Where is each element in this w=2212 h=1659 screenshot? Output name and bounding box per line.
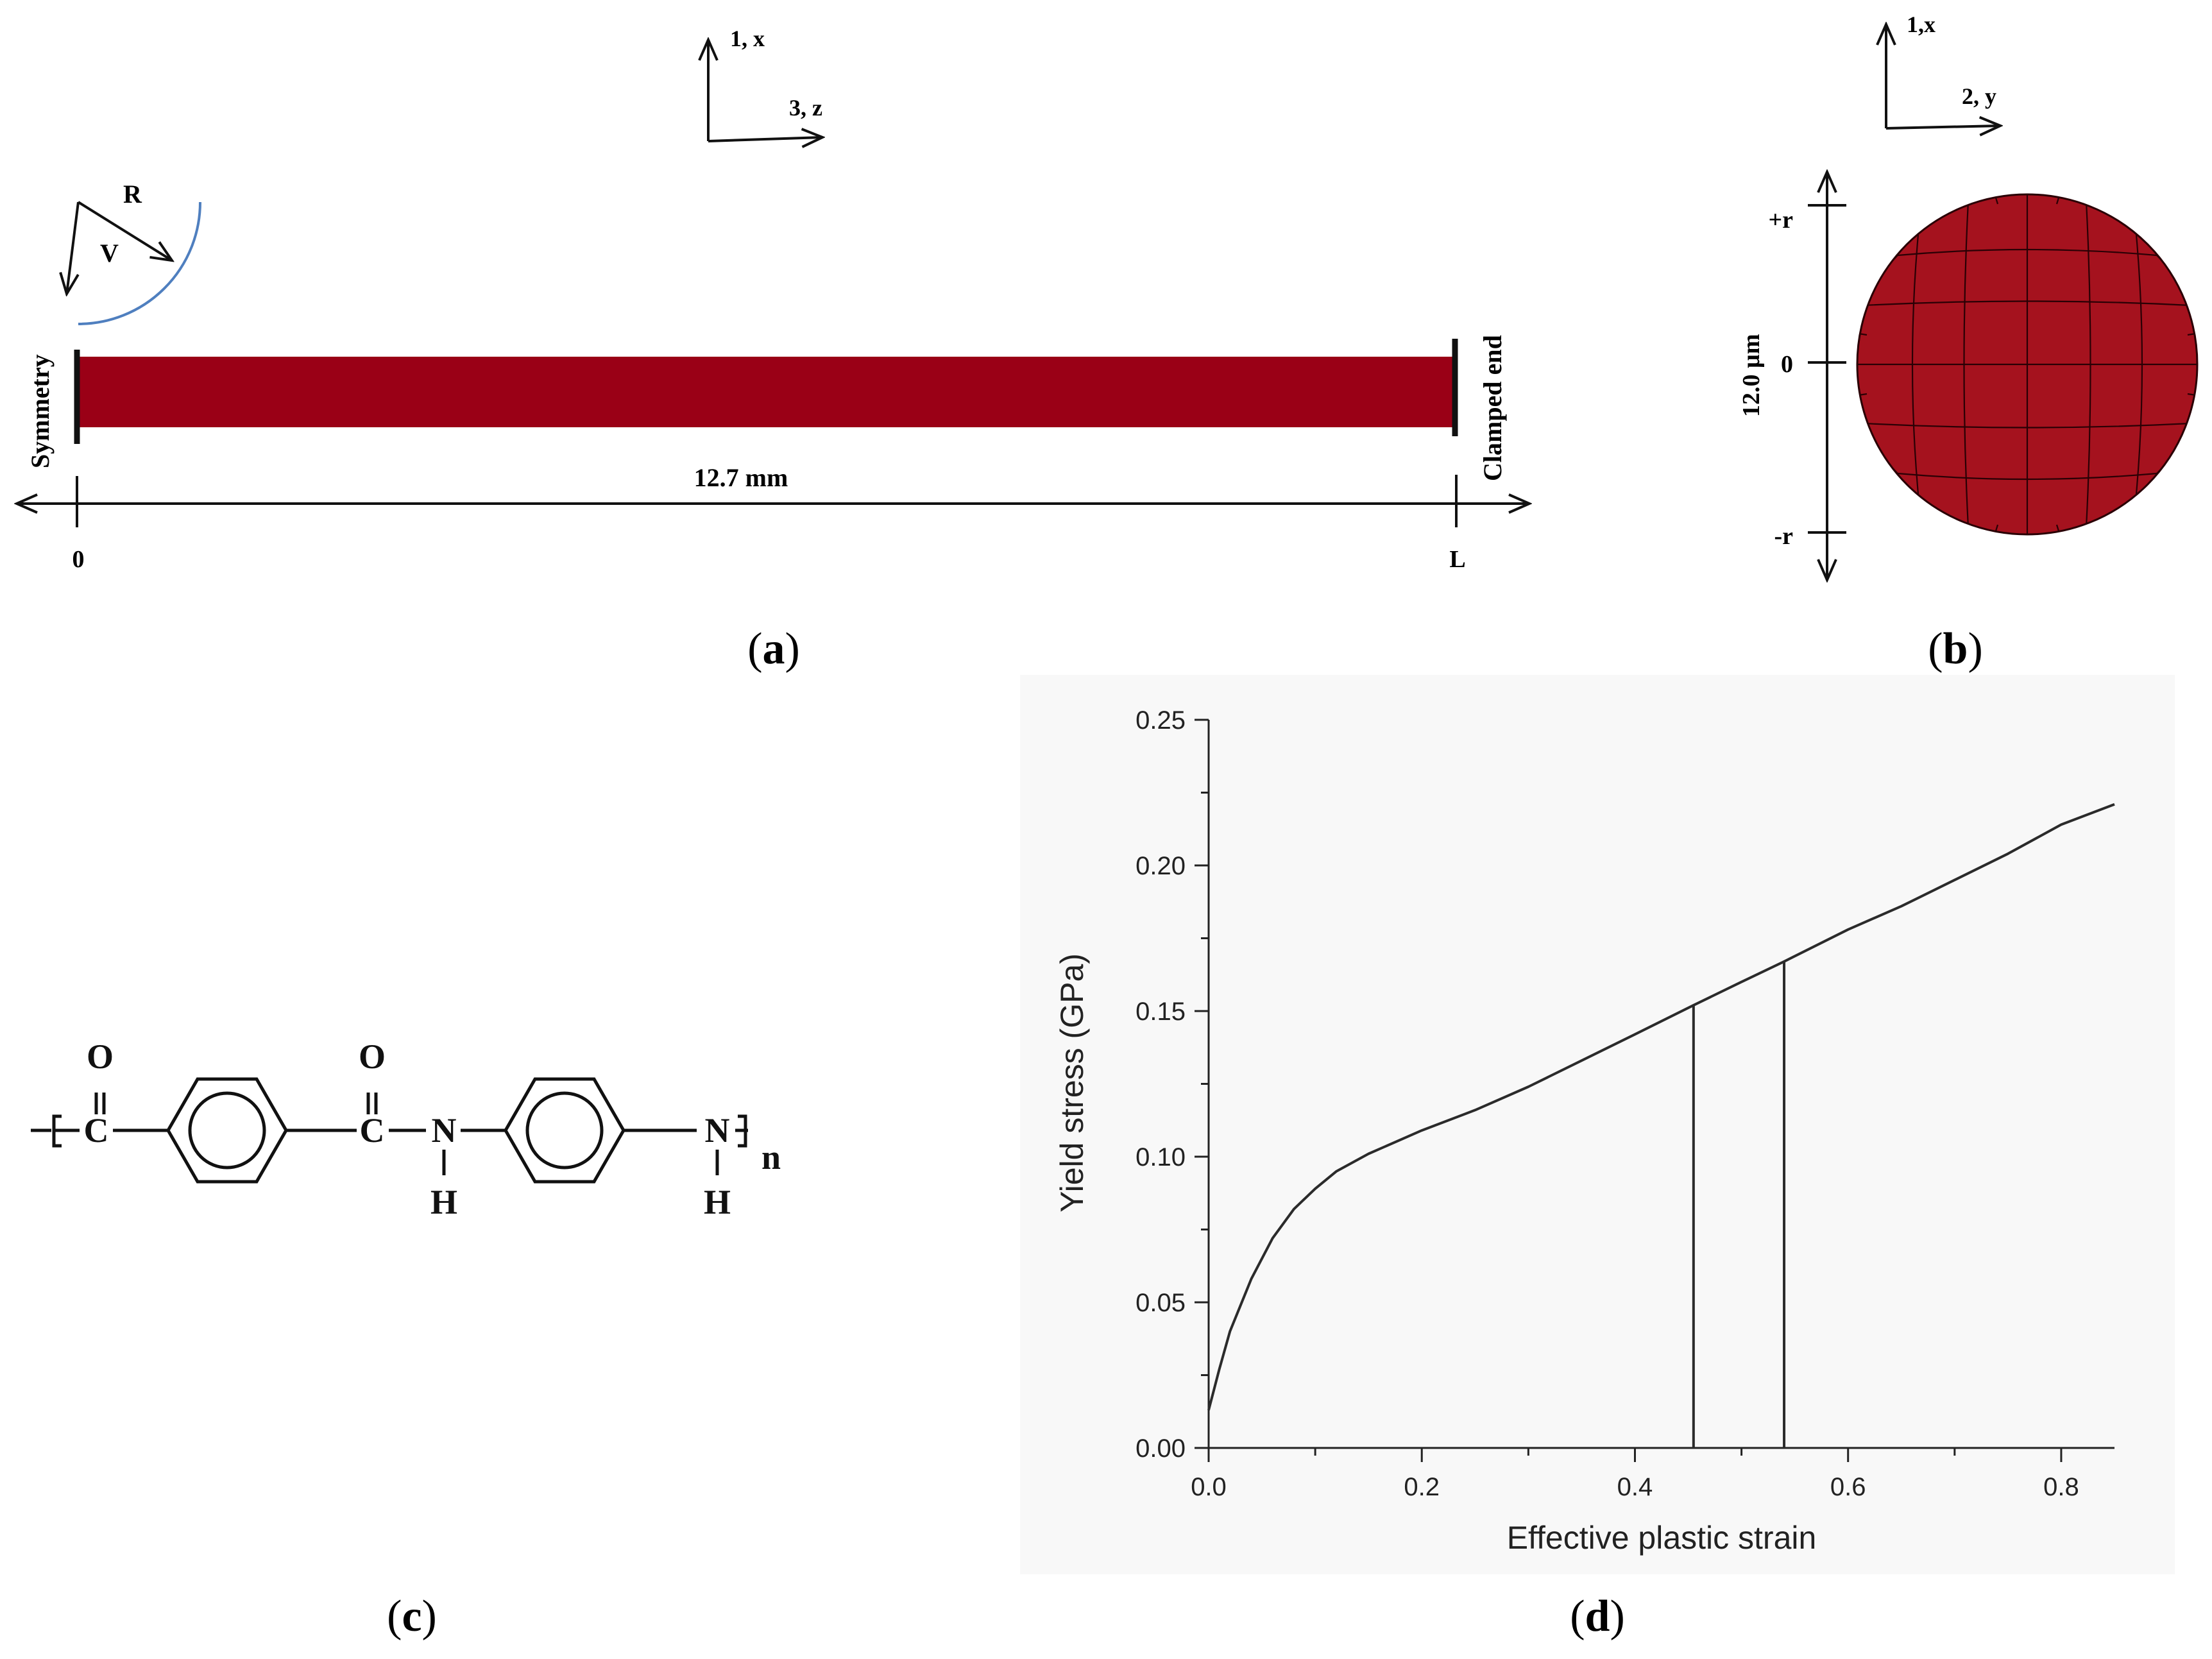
atom-h2: H — [704, 1183, 731, 1221]
label-zero: 0 — [1781, 351, 1793, 378]
atom-c2: C — [360, 1111, 385, 1150]
coordinate-axes-b: 1,x 2, y — [1886, 12, 2000, 128]
label-r: R — [123, 180, 142, 208]
caption-c: (c) — [387, 1592, 437, 1641]
symmetry-label: Symmetry — [26, 354, 55, 468]
y-axis-label: Yield stress (GPa) — [1054, 953, 1090, 1212]
atom-n1: N — [432, 1111, 457, 1150]
y-tick-label: 0.00 — [1136, 1434, 1186, 1463]
caption-a: (a) — [747, 624, 800, 674]
atom-n2: N — [705, 1111, 730, 1150]
length-dimension: 12.7 mm 0 L — [17, 463, 1529, 573]
x-tick-label: 0.6 — [1830, 1473, 1866, 1501]
yield-stress-curve — [1207, 803, 2115, 1411]
label-minus-r: -r — [1774, 523, 1793, 550]
y-tick-label: 0.20 — [1136, 852, 1186, 880]
x-axis-label: Effective plastic strain — [1507, 1520, 1817, 1556]
axis-label-1x-b: 1,x — [1907, 12, 1936, 37]
axis-label-2y: 2, y — [1962, 83, 1996, 109]
axis-label-1x: 1, x — [730, 26, 765, 51]
plot-background — [1020, 675, 2175, 1574]
atom-o2: O — [359, 1037, 386, 1076]
clamped-end-label: Clamped end — [1478, 335, 1507, 481]
caption-b: (b) — [1928, 624, 1983, 674]
tick-l: L — [1449, 546, 1465, 573]
atom-o1: O — [87, 1037, 114, 1076]
chart-lines — [1207, 803, 2115, 1448]
y-tick-label: 0.15 — [1136, 998, 1186, 1026]
y-tick-label: 0.10 — [1136, 1143, 1186, 1171]
panel-d-yield-curve: 0.0 0.2 0.4 0.6 0.80.000.050.100.150.200.25 … — [1020, 675, 2175, 1641]
atom-h1: H — [430, 1183, 457, 1221]
meshed-disc — [1856, 193, 2199, 536]
x-tick-label: 0.4 — [1617, 1473, 1653, 1501]
panel-a-fiber-model: 1, x 3, z R V Symmetry Clamped end 12.7 … — [17, 26, 1529, 674]
panel-b-cross-section: 1,x 2, y +r 0 -r 12.0 µm — [1738, 12, 2199, 674]
label-v: V — [100, 239, 119, 268]
caption-d: (d) — [1570, 1592, 1625, 1641]
panel-c-aramid-structure: O C O C N H N H n (c) — [31, 1037, 781, 1641]
radius-axis: +r 0 -r 12.0 µm — [1738, 172, 1846, 580]
x-tick-label: 0.0 — [1191, 1473, 1227, 1501]
diameter-label: 12.0 µm — [1738, 334, 1765, 417]
y-tick-label: 0.25 — [1136, 706, 1186, 735]
axis-label-3z: 3, z — [789, 95, 822, 121]
label-plus-r: +r — [1768, 207, 1793, 234]
repeat-n: n — [761, 1138, 781, 1177]
coordinate-axes-a: 1, x 3, z — [708, 26, 822, 141]
length-label: 12.7 mm — [694, 463, 788, 492]
atom-c1: C — [84, 1111, 109, 1150]
tick-zero: 0 — [72, 546, 85, 573]
x-tick-label: 0.8 — [2043, 1473, 2079, 1501]
x-tick-label: 0.2 — [1404, 1473, 1440, 1501]
projectile-arc: R V — [67, 180, 201, 325]
chart-ticks: 0.0 0.2 0.4 0.6 0.8 0.00 0.05 0.10 0.15 0.20 0.25 — [1136, 706, 2079, 1501]
y-tick-label: 0.05 — [1136, 1289, 1186, 1317]
fiber-bar — [78, 357, 1453, 427]
